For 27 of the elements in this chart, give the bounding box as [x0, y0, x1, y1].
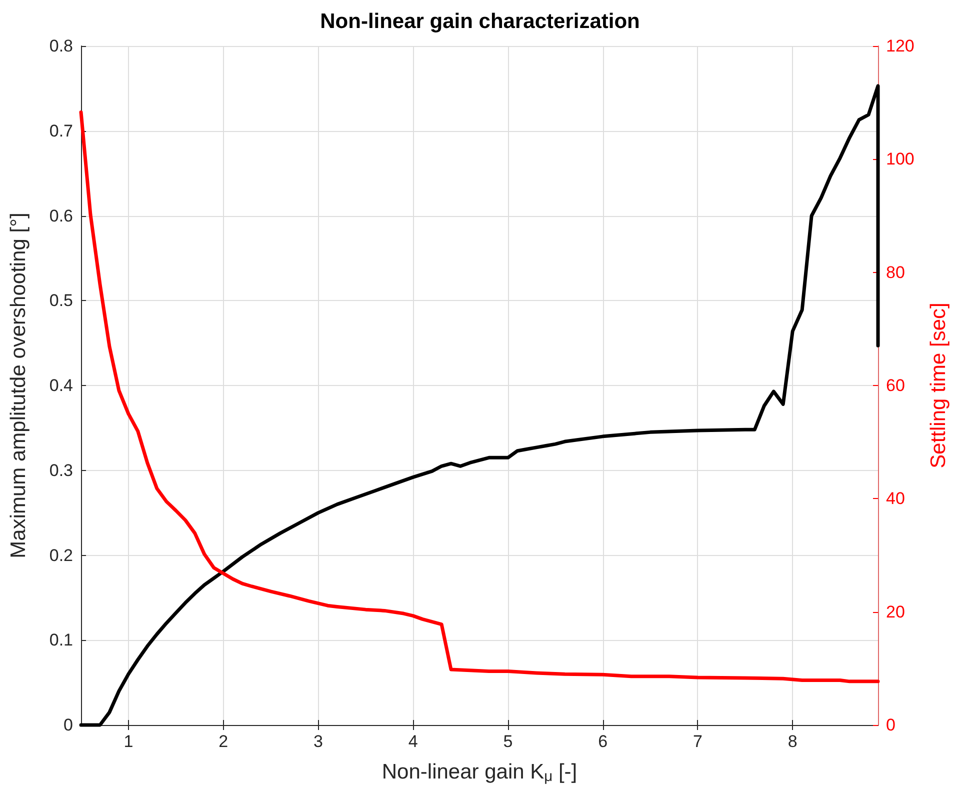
- x-tick-label: 1: [124, 732, 134, 751]
- y2-tick-label: 80: [886, 262, 905, 282]
- y-tick-label: 0.4: [49, 376, 73, 395]
- x-tick-label: 6: [598, 732, 608, 751]
- y2-tick-label: 0: [886, 716, 896, 734]
- x-tick-label: 8: [788, 732, 798, 751]
- y-tick-label: 0.2: [49, 546, 73, 565]
- x-tick-label: 4: [408, 732, 418, 751]
- y2-tick-label: 120: [886, 36, 914, 56]
- y-tick-label: 0: [64, 716, 73, 734]
- y2-axis-title: Settling time [sec]: [927, 302, 950, 468]
- y-tick-label: 0.8: [49, 36, 73, 56]
- x-tick-label: 3: [313, 732, 323, 751]
- y2-tick-label: 20: [886, 602, 905, 622]
- y-tick-label: 0.7: [49, 121, 73, 140]
- x-tick-label: 2: [218, 732, 228, 751]
- y2-tick-label: 40: [886, 489, 905, 508]
- chart-title: Non-linear gain characterization: [320, 10, 640, 33]
- x-tick-label: 7: [692, 732, 702, 751]
- y-tick-label: 0.6: [49, 206, 73, 226]
- y2-tick-label: 100: [886, 150, 914, 169]
- y-tick-label: 0.3: [49, 460, 73, 480]
- x-tick-label: 5: [503, 732, 513, 751]
- y-tick-label: 0.1: [49, 630, 73, 650]
- y-axis-title: Maximum amplitutde overshooting [°]: [7, 212, 30, 558]
- y2-tick-label: 60: [886, 376, 905, 395]
- y-tick-label: 0.5: [49, 291, 73, 310]
